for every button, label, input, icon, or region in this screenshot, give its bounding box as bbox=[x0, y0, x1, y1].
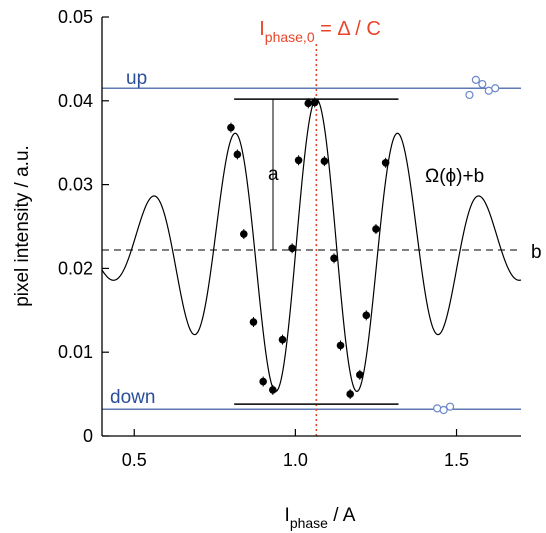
up-reference-point bbox=[465, 90, 474, 100]
y-tick-label: 0.05 bbox=[58, 7, 93, 27]
data-point bbox=[381, 159, 390, 167]
amplitude-label: a bbox=[268, 164, 279, 185]
up-reference-point bbox=[491, 84, 500, 93]
data-point bbox=[240, 230, 248, 238]
data-point bbox=[278, 335, 287, 344]
x-tick-label: 1.5 bbox=[444, 450, 469, 470]
data-point bbox=[259, 377, 267, 386]
up-label: up bbox=[126, 68, 147, 89]
data-point bbox=[372, 225, 380, 233]
data-point bbox=[269, 386, 277, 394]
x-axis-title: Iphase / A bbox=[285, 505, 356, 531]
phase-label: Iphase,0 = Δ / C bbox=[259, 18, 381, 45]
y-tick-label: 0.01 bbox=[58, 342, 93, 362]
fit-curve bbox=[101, 98, 522, 393]
y-tick-label: 0.03 bbox=[58, 175, 93, 195]
y-axis-title: pixel intensity / a.u. bbox=[12, 145, 33, 307]
y-tick-label: 0.04 bbox=[58, 91, 93, 111]
data-point bbox=[330, 254, 338, 263]
data-point bbox=[249, 318, 258, 326]
data-point bbox=[233, 150, 242, 159]
fit-curve-group bbox=[101, 98, 522, 393]
data-point bbox=[346, 390, 354, 398]
data-point bbox=[227, 123, 235, 132]
data-point bbox=[310, 98, 319, 107]
down-reference-point bbox=[445, 402, 455, 411]
up-reference-point bbox=[478, 79, 487, 89]
data-point bbox=[294, 156, 303, 165]
y-tick-label: 0.02 bbox=[58, 258, 93, 278]
up-reference-point bbox=[471, 75, 480, 84]
data-point bbox=[356, 371, 364, 379]
down-reference-point bbox=[439, 405, 448, 415]
axes: 0 0.01 0.02 0.03 0.04 0.05 0.5 1.0 1.5 bbox=[58, 7, 521, 470]
x-tick-label: 0.5 bbox=[122, 450, 147, 470]
data-point bbox=[304, 99, 313, 108]
fit-label: Ω(ϕ)+b bbox=[425, 166, 484, 187]
y-tick-label: 0 bbox=[83, 426, 93, 446]
data-point bbox=[288, 244, 296, 253]
data-points bbox=[227, 97, 390, 400]
x-tick-label: 1.0 bbox=[283, 450, 308, 470]
baseline-label: b bbox=[531, 242, 542, 263]
reference-lines bbox=[102, 75, 521, 415]
data-point bbox=[362, 311, 371, 320]
data-point bbox=[320, 157, 329, 165]
data-point bbox=[336, 341, 345, 350]
down-label: down bbox=[110, 387, 155, 408]
